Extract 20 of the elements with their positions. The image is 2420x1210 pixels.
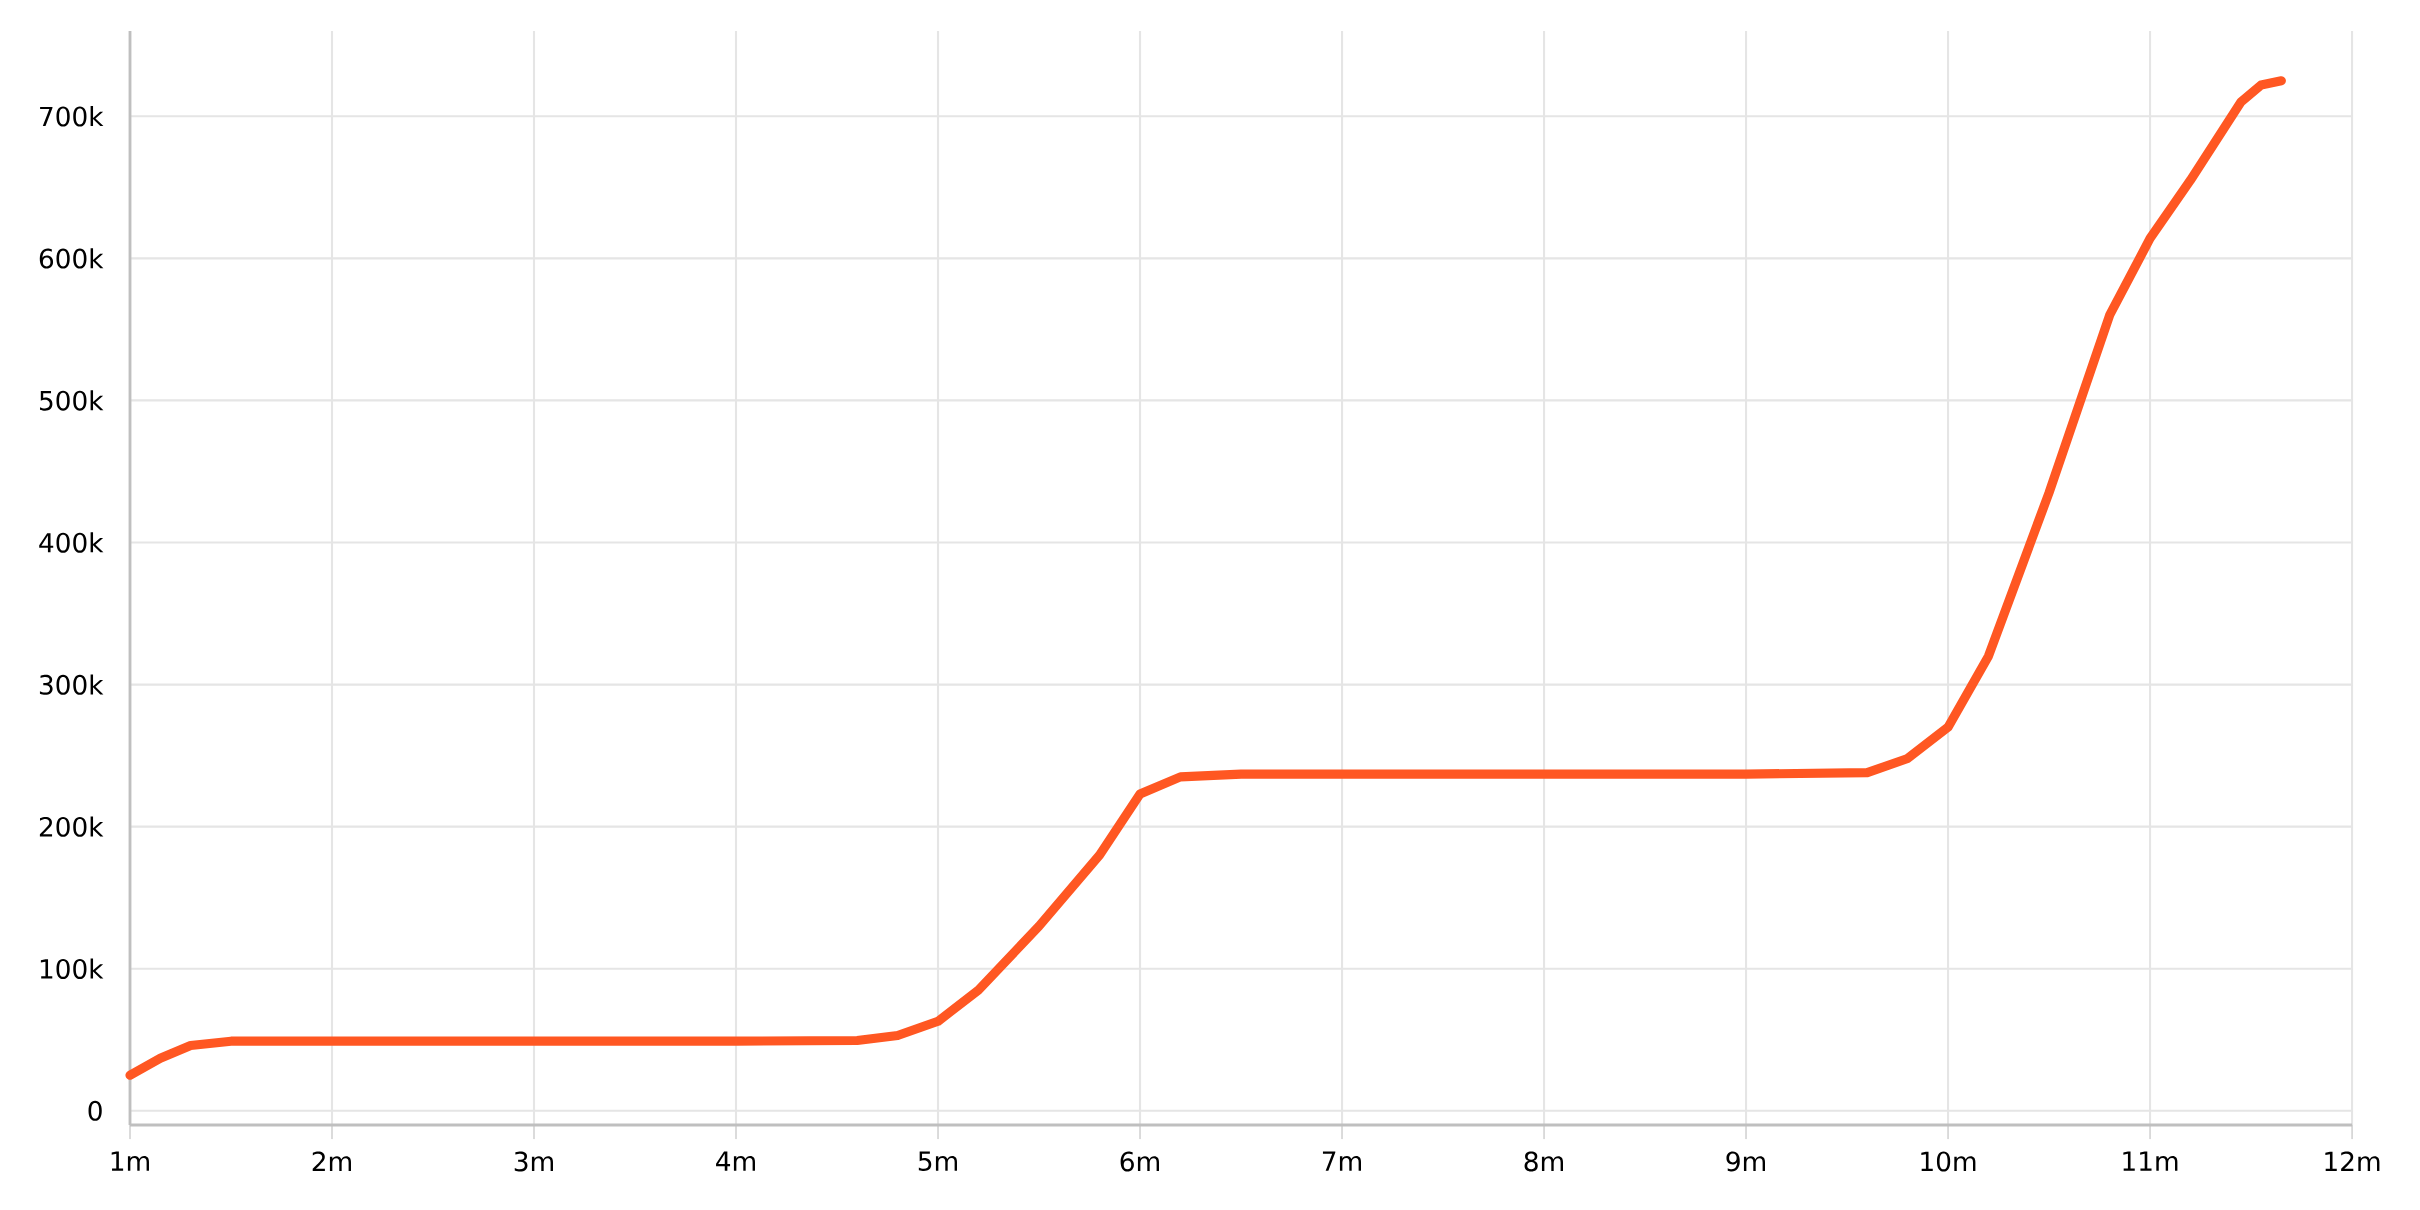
x-tick-label: 7m (1322, 1151, 1361, 1171)
y-tick-label: 700k (40, 106, 104, 127)
y-tick-label: 500k (39, 390, 104, 411)
x-tick-label: 9m (1726, 1151, 1765, 1172)
x-tick-label: 12m (2325, 1151, 2380, 1172)
x-tick-label: 5m (918, 1151, 957, 1172)
y-tick-label: 400k (39, 532, 104, 553)
x-tick-label: 11m (2123, 1151, 2178, 1171)
y-tick-label: 200k (39, 816, 104, 837)
x-tick-label: 8m (1524, 1151, 1563, 1172)
x-tick-label: 1m (111, 1151, 149, 1171)
y-tick-label: 100k (40, 958, 104, 979)
x-tick-label: 3m (514, 1151, 553, 1172)
x-tick-label: 6m (1120, 1151, 1159, 1172)
y-tick-label: 600k (39, 248, 104, 269)
x-tick-label: 2m (312, 1151, 351, 1172)
x-tick-label: 4m (716, 1151, 755, 1171)
y-tick-label: 0 (88, 1100, 102, 1121)
x-tick-label: 10m (1921, 1151, 1976, 1172)
y-tick-label: 300k (39, 674, 104, 695)
